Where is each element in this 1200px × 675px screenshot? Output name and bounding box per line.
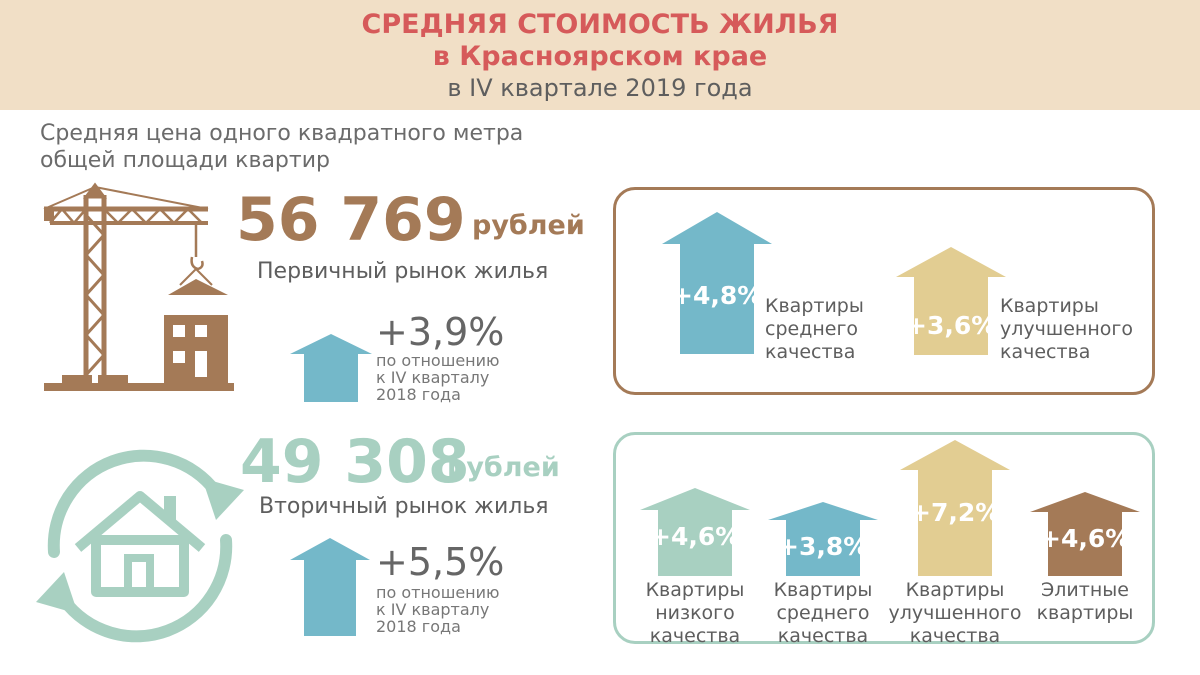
cat-label-line: Элитные xyxy=(1041,579,1129,601)
secondary-cat-label: Квартиры среднего качества xyxy=(763,579,883,648)
house-recycle-icon xyxy=(36,449,244,643)
secondary-cat-arrow-icon xyxy=(768,502,878,576)
note-line: по отношению xyxy=(376,583,500,602)
cat-label-line: Квартиры xyxy=(765,295,864,317)
primary-change-arrow-icon xyxy=(290,334,372,402)
secondary-cat-arrow-icon xyxy=(900,440,1010,576)
primary-change-value: +3,9% xyxy=(376,310,505,354)
cat-label-line: среднего xyxy=(776,602,870,624)
primary-cat-label: Квартиры улучшенного качества xyxy=(1000,295,1133,364)
cat-label-line: низкого xyxy=(655,602,735,624)
secondary-cat-arrow-icon xyxy=(1030,492,1140,576)
primary-cat-arrow-icon xyxy=(662,212,772,354)
secondary-cat-value: +4,6% xyxy=(650,522,741,551)
primary-cat-label: Квартиры среднего качества xyxy=(765,295,864,364)
cat-label-line: качества xyxy=(1000,341,1091,363)
page-title-period: в IV квартале 2019 года xyxy=(447,74,753,102)
secondary-market-label: Вторичный рынок жилья xyxy=(259,494,549,519)
cat-label-line: квартиры xyxy=(1036,602,1134,624)
secondary-change-note: по отношению к IV кварталу 2018 года xyxy=(376,584,500,635)
cat-label-line: Квартиры xyxy=(1000,295,1099,317)
secondary-cat-label: Квартиры улучшенного качества xyxy=(885,579,1025,648)
cat-label-line: качества xyxy=(765,341,856,363)
primary-cat-arrow-icon xyxy=(896,247,1006,355)
secondary-price-unit: рублей xyxy=(447,452,560,483)
primary-market-label: Первичный рынок жилья xyxy=(257,259,549,284)
note-line: к IV кварталу xyxy=(376,600,490,619)
cat-label-line: среднего xyxy=(765,318,859,340)
header-banner: СРЕДНЯЯ СТОИМОСТЬ ЖИЛЬЯ в Красноярском к… xyxy=(0,0,1200,110)
cat-label-line: качества xyxy=(777,625,869,647)
subtitle-line: общей площади квартир xyxy=(40,148,330,173)
secondary-cat-value: +4,6% xyxy=(1040,524,1131,553)
secondary-price: 49 308 xyxy=(240,427,470,497)
section-subtitle: Средняя цена одного квадратного метра об… xyxy=(40,120,580,174)
cat-label-line: качества xyxy=(649,625,741,647)
page-title: СРЕДНЯЯ СТОИМОСТЬ ЖИЛЬЯ xyxy=(361,9,839,40)
cat-label-line: качества xyxy=(909,625,1001,647)
cat-label-line: улучшенного xyxy=(1000,318,1134,340)
page-title-region: в Красноярском крае xyxy=(432,41,768,72)
secondary-cat-value: +7,2% xyxy=(910,498,1001,527)
primary-price-unit: рублей xyxy=(472,210,585,241)
secondary-cat-label: Квартиры низкого качества xyxy=(635,579,755,648)
cat-label-line: улучшенного xyxy=(888,602,1022,624)
secondary-change-value: +5,5% xyxy=(376,540,505,584)
note-line: к IV кварталу xyxy=(376,368,490,387)
secondary-cat-value: +3,8% xyxy=(778,532,869,561)
cat-label-line: Квартиры xyxy=(773,579,873,601)
secondary-cat-arrow-icon xyxy=(640,488,750,576)
primary-cat-value: +3,6% xyxy=(906,311,997,340)
primary-change-note: по отношению к IV кварталу 2018 года xyxy=(376,352,500,403)
note-line: 2018 года xyxy=(376,385,461,404)
secondary-cat-label: Элитные квартиры xyxy=(1025,579,1145,625)
note-line: 2018 года xyxy=(376,617,461,636)
subtitle-line: Средняя цена одного квадратного метра xyxy=(40,121,524,146)
primary-price: 56 769 xyxy=(236,185,466,255)
cat-label-line: Квартиры xyxy=(905,579,1005,601)
note-line: по отношению xyxy=(376,351,500,370)
crane-building-icon xyxy=(43,182,234,391)
secondary-change-arrow-icon xyxy=(290,538,370,636)
primary-cat-value: +4,8% xyxy=(672,281,763,310)
cat-label-line: Квартиры xyxy=(645,579,745,601)
